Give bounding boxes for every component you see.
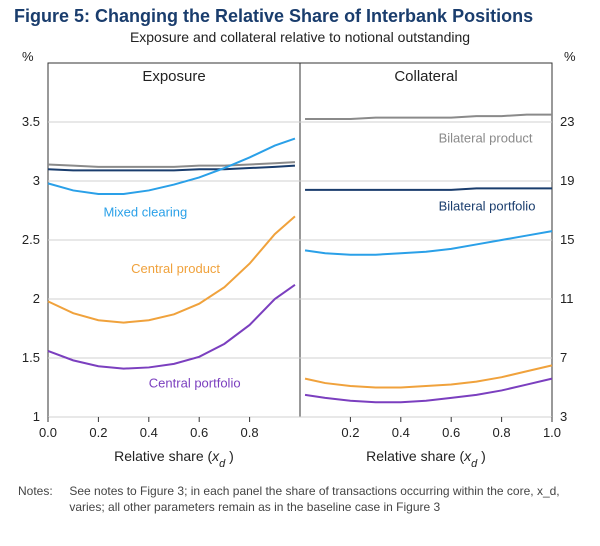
svg-text:Bilateral portfolio: Bilateral portfolio	[439, 199, 536, 214]
figure-subtitle: Exposure and collateral relative to noti…	[0, 29, 600, 45]
svg-text:0.2: 0.2	[89, 425, 107, 440]
svg-text:23: 23	[560, 114, 574, 129]
notes-text: See notes to Figure 3; in each panel the…	[69, 483, 569, 515]
figure-notes: Notes: See notes to Figure 3; in each pa…	[0, 475, 600, 515]
svg-text:0.4: 0.4	[392, 425, 410, 440]
svg-text:2: 2	[33, 291, 40, 306]
svg-text:11: 11	[560, 291, 574, 306]
svg-text:Central portfolio: Central portfolio	[149, 376, 241, 391]
svg-text:Mixed clearing: Mixed clearing	[103, 204, 187, 219]
svg-text:Central product: Central product	[131, 261, 220, 276]
svg-text:7: 7	[560, 350, 567, 365]
svg-text:Exposure: Exposure	[142, 68, 205, 85]
svg-text:Collateral: Collateral	[394, 68, 457, 85]
svg-text:0.4: 0.4	[140, 425, 158, 440]
svg-text:0.6: 0.6	[442, 425, 460, 440]
svg-text:1.5: 1.5	[22, 350, 40, 365]
svg-text:3.5: 3.5	[22, 114, 40, 129]
svg-text:2.5: 2.5	[22, 232, 40, 247]
svg-text:19: 19	[560, 173, 574, 188]
svg-text:0.6: 0.6	[190, 425, 208, 440]
svg-text:%: %	[22, 49, 34, 64]
svg-text:3: 3	[33, 173, 40, 188]
svg-text:1.0: 1.0	[543, 425, 561, 440]
svg-text:Relative share (xd ): Relative share (xd )	[366, 448, 486, 470]
svg-text:0.8: 0.8	[493, 425, 511, 440]
svg-text:0.0: 0.0	[39, 425, 57, 440]
svg-text:3: 3	[560, 409, 567, 424]
svg-text:0.8: 0.8	[241, 425, 259, 440]
notes-label: Notes:	[18, 483, 66, 499]
dual-panel-chart: %% 1 1.5 2 2.5 3 3.5 0.0 0.2 0.4 0.6 0.8 Relative sh…	[0, 45, 600, 475]
svg-text:%: %	[564, 49, 576, 64]
svg-text:1: 1	[33, 409, 40, 424]
svg-text:15: 15	[560, 232, 574, 247]
svg-text:Bilateral product: Bilateral product	[439, 131, 533, 146]
svg-text:0.2: 0.2	[341, 425, 359, 440]
figure-title: Figure 5: Changing the Relative Share of…	[0, 0, 600, 27]
svg-text:Relative share (xd ): Relative share (xd )	[114, 448, 234, 470]
